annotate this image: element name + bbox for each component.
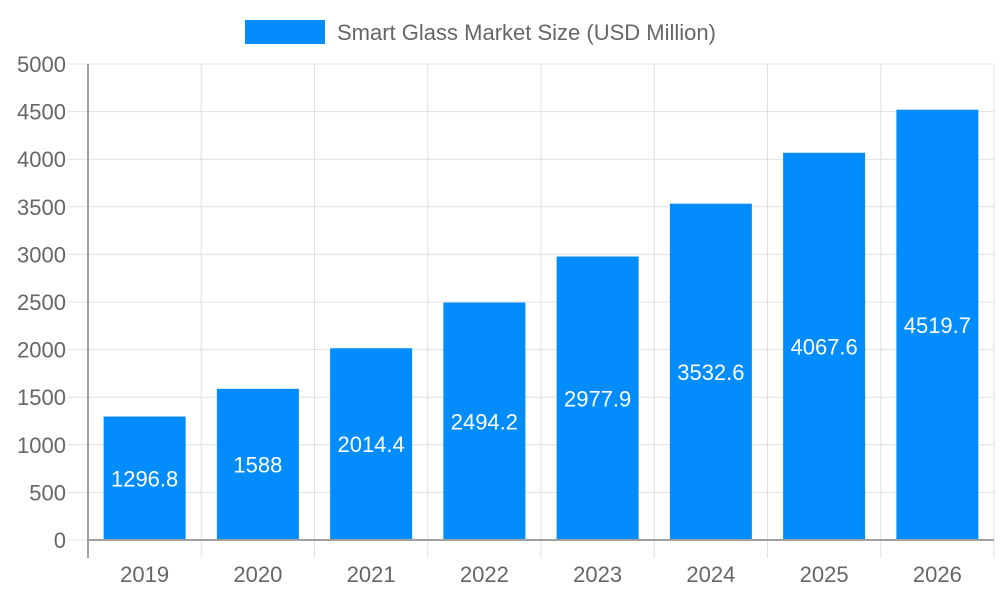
axes: 0 500 1000 1500 2000 2500 3000 3500 4000 4500 5000… [17, 52, 994, 587]
bar-2019 [103, 416, 186, 540]
y-tick-label: 3000 [17, 242, 66, 267]
data-label: 3532.6 [677, 360, 744, 385]
x-tick-label: 2021 [347, 562, 396, 587]
grid [68, 63, 995, 558]
y-tick-label: 5000 [17, 52, 66, 77]
bar-2024 [669, 203, 752, 541]
bar-2026 [896, 109, 979, 541]
legend[interactable]: Smart Glass Market Size (USD Million) [245, 20, 716, 45]
bar-2023 [556, 256, 639, 540]
x-tick-label: 2026 [913, 562, 962, 587]
bar-2020 [216, 388, 299, 540]
data-label: 2014.4 [337, 432, 404, 457]
y-tick-label: 1500 [17, 385, 66, 410]
y-tick-label: 2000 [17, 338, 66, 363]
legend-swatch [245, 20, 325, 44]
y-tick-label: 4000 [17, 147, 66, 172]
data-label: 1296.8 [111, 466, 178, 491]
bar-2025 [783, 152, 866, 541]
data-label: 4067.6 [790, 334, 857, 359]
x-tick-label: 2024 [686, 562, 735, 587]
legend-label: Smart Glass Market Size (USD Million) [337, 20, 716, 45]
bar-2021 [330, 348, 413, 540]
y-tick-label: 2500 [17, 290, 66, 315]
data-label: 2977.9 [564, 386, 631, 411]
x-tick-label: 2022 [460, 562, 509, 587]
x-tick-label: 2019 [120, 562, 169, 587]
y-tick-label: 1000 [17, 433, 66, 458]
y-tick-label: 500 [29, 480, 66, 505]
x-tick-label: 2023 [573, 562, 622, 587]
y-tick-label: 0 [54, 528, 66, 553]
data-label: 1588 [233, 452, 282, 477]
bar-2022 [443, 302, 526, 540]
data-label: 2494.2 [451, 409, 518, 434]
x-tick-label: 2025 [800, 562, 849, 587]
x-tick-label: 2020 [233, 562, 282, 587]
y-tick-label: 3500 [17, 195, 66, 220]
data-label: 4519.7 [904, 313, 971, 338]
y-tick-label: 4500 [17, 100, 66, 125]
bars: 1296.8 1588 2014.4 2494.2 2977.9 3532.6 4067.6… [103, 109, 979, 541]
